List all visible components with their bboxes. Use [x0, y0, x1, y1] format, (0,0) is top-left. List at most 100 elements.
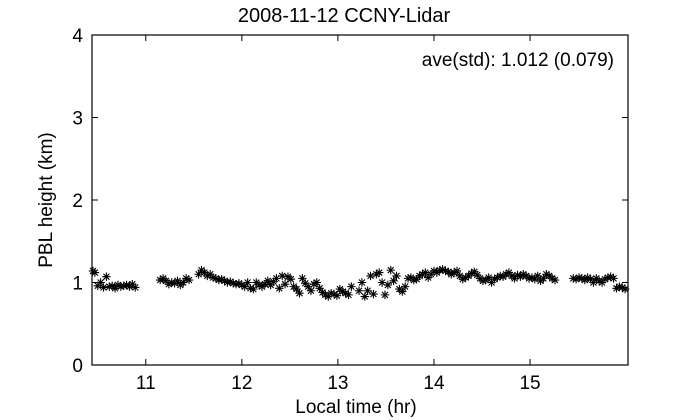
data-point [194, 270, 203, 279]
data-point [208, 273, 218, 282]
data-point [426, 270, 436, 279]
data-point [389, 276, 398, 286]
data-point [539, 274, 548, 283]
data-point [510, 274, 519, 283]
data-point [501, 270, 511, 279]
data-point [449, 268, 459, 277]
data-point [341, 289, 350, 298]
data-point [116, 282, 126, 291]
data-point [447, 270, 456, 279]
data-point [272, 274, 281, 283]
data-point [615, 282, 624, 291]
data-point [421, 268, 430, 277]
x-tick-label: 12 [231, 373, 252, 394]
data-point [478, 276, 488, 286]
data-point [105, 282, 114, 291]
data-point [493, 273, 502, 282]
data-point [211, 274, 221, 283]
data-point [612, 284, 621, 293]
data-point [597, 278, 607, 287]
data-point [184, 275, 194, 285]
data-point [280, 279, 290, 289]
data-point [620, 284, 630, 294]
y-tick-label: 2 [72, 191, 83, 212]
data-point [571, 275, 581, 284]
data-point [119, 281, 128, 290]
data-point [167, 278, 176, 287]
data-point [237, 280, 247, 290]
data-point [303, 282, 313, 291]
data-point [223, 278, 232, 287]
data-point [519, 270, 528, 279]
data-point [295, 289, 304, 298]
data-point [90, 268, 100, 277]
data-point [496, 271, 505, 281]
data-point [200, 268, 209, 277]
data-point [286, 275, 296, 284]
data-point [254, 280, 264, 290]
data-point [550, 275, 560, 285]
data-point [412, 275, 421, 284]
data-point [524, 274, 534, 283]
data-point [357, 278, 367, 287]
y-tick-label: 3 [72, 109, 83, 130]
data-point [398, 287, 407, 296]
data-point [99, 283, 108, 292]
data-point [312, 278, 321, 287]
y-axis-label: PBL height (km) [36, 132, 57, 268]
data-point [589, 278, 598, 287]
data-point [243, 278, 252, 287]
data-point [490, 275, 499, 284]
data-point [347, 282, 356, 291]
data-point [96, 278, 105, 287]
data-point [363, 286, 372, 295]
data-point [249, 284, 258, 294]
data-point [315, 284, 324, 293]
data-point [344, 290, 353, 300]
data-point [269, 277, 278, 286]
data-point [131, 283, 140, 292]
data-point [329, 289, 339, 299]
x-axis-label: Local time (hr) [295, 397, 416, 418]
data-point [467, 269, 476, 278]
data-point [455, 271, 465, 281]
data-point [301, 279, 310, 288]
x-tick-label: 14 [423, 373, 445, 394]
data-point [606, 272, 615, 281]
data-point [217, 275, 226, 284]
data-point [246, 284, 255, 293]
data-point [600, 275, 610, 284]
data-points [88, 265, 630, 301]
data-point [214, 275, 223, 285]
data-point [354, 286, 364, 295]
data-point [392, 271, 401, 281]
y-tick-label: 1 [72, 274, 83, 295]
data-point [574, 273, 584, 282]
data-point [569, 274, 578, 283]
data-point [181, 274, 191, 283]
data-point [533, 271, 542, 281]
data-point [472, 270, 482, 280]
data-point [530, 275, 540, 284]
data-point [400, 282, 410, 291]
y-tick-label: 4 [72, 26, 83, 47]
y-tick-label: 0 [72, 356, 83, 377]
data-point [263, 276, 272, 286]
data-point [375, 268, 384, 277]
data-point [203, 271, 212, 281]
data-point [173, 276, 182, 286]
data-point [306, 286, 316, 295]
plot-frame [91, 34, 629, 366]
data-point [360, 292, 370, 301]
y-axis: 0 1 2 3 4 [72, 26, 628, 377]
data-point [309, 279, 319, 289]
data-point [513, 270, 522, 280]
chart-title: 2008-11-12 CCNY-Lidar [238, 5, 451, 27]
data-point [321, 290, 330, 300]
data-point [383, 280, 393, 290]
data-point [435, 265, 444, 275]
data-point [438, 265, 447, 274]
data-point [231, 279, 241, 289]
data-point [164, 279, 174, 289]
